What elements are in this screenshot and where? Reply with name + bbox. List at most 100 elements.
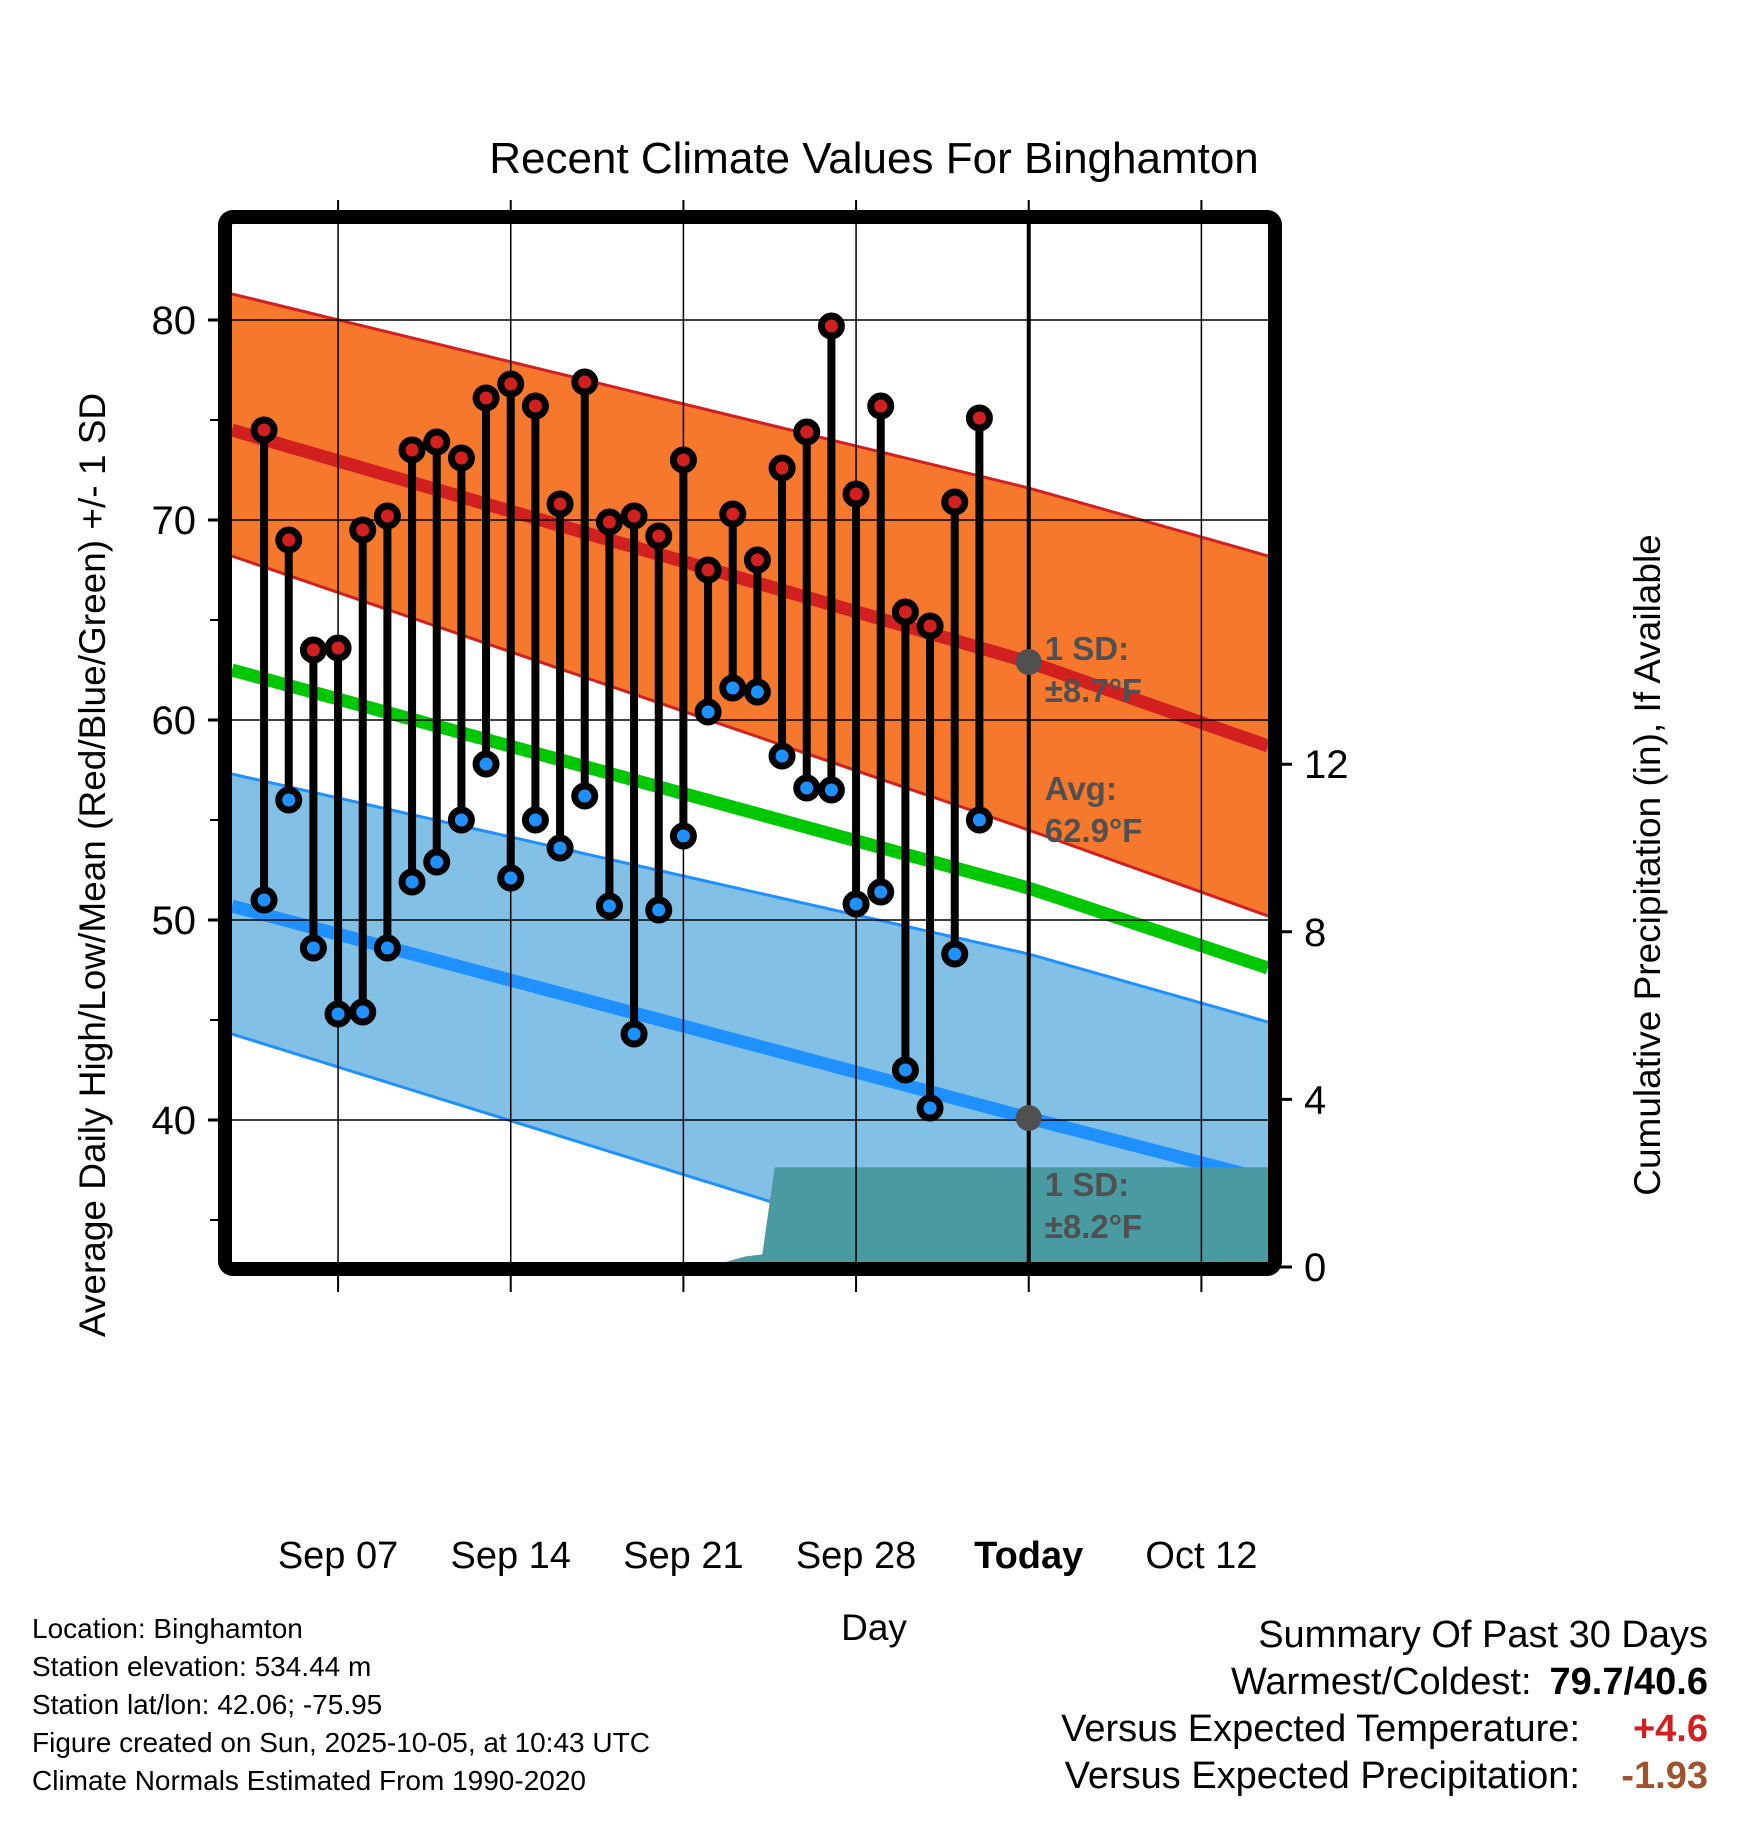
y-tick-label: 60 xyxy=(152,699,197,743)
y-tick-label: 80 xyxy=(152,299,197,343)
low-avg-label: Avg: xyxy=(1045,1306,1117,1343)
high-point xyxy=(373,502,401,530)
high-point xyxy=(447,444,475,472)
high-point xyxy=(694,556,722,584)
low-point xyxy=(250,886,278,914)
low-sd-band-upper-edge xyxy=(232,772,1268,1024)
low-point xyxy=(472,750,500,778)
low-point xyxy=(645,896,673,924)
precip-area xyxy=(725,1167,1268,1262)
low-point xyxy=(546,834,574,862)
low-point xyxy=(275,786,303,814)
temp-label: Versus Expected Temperature: xyxy=(1061,1708,1580,1750)
high-point xyxy=(891,598,919,626)
low-point xyxy=(620,1020,648,1048)
plot-frame xyxy=(218,210,1282,1276)
today-avg-low-marker xyxy=(1015,1105,1042,1131)
station-info: Location: Binghamton Station elevation: … xyxy=(32,1610,650,1800)
y-tick-label: 50 xyxy=(152,899,197,943)
avg-mean-line xyxy=(232,663,1268,975)
elevation-text: Station elevation: 534.44 m xyxy=(32,1651,372,1682)
latlon-text: Station lat/lon: 42.06; -75.95 xyxy=(32,1689,383,1720)
high-point xyxy=(842,480,870,508)
low-point xyxy=(916,1094,944,1122)
high-point xyxy=(916,612,944,640)
low-point xyxy=(324,1000,352,1028)
summary-panel: Summary Of Past 30 Days Warmest/Coldest:… xyxy=(1061,1612,1708,1800)
high-avg-value: 62.9°F xyxy=(1045,812,1143,849)
high-point xyxy=(645,522,673,550)
high-point xyxy=(571,368,599,396)
y2-axis-label: Cumulative Precipitation (in), If Availa… xyxy=(1627,534,1668,1196)
high-point xyxy=(743,546,771,574)
x-tick-label: Sep 28 xyxy=(796,1535,916,1577)
high-point xyxy=(324,634,352,662)
x-tick-label: Sep 14 xyxy=(451,1535,571,1577)
summary-warmest-row: Warmest/Coldest: 79.7/40.6 xyxy=(1061,1659,1708,1706)
low-point xyxy=(891,1056,919,1084)
high-point xyxy=(965,404,993,432)
low-point xyxy=(349,998,377,1026)
high-point xyxy=(497,370,525,398)
low-point xyxy=(571,782,599,810)
low-point xyxy=(817,776,845,804)
high-sd-value: ±8.7°F xyxy=(1045,672,1142,709)
today-avg-high-marker xyxy=(1015,649,1042,675)
high-avg-label: Avg: xyxy=(1045,770,1117,807)
high-point xyxy=(620,502,648,530)
low-point xyxy=(521,806,549,834)
y-axis-label: Average Daily High/Low/Mean (Red/Blue/Gr… xyxy=(72,393,113,1337)
low-sd-band xyxy=(232,774,1268,1262)
high-sd-band xyxy=(232,294,1268,916)
high-point xyxy=(768,454,796,482)
window-days-unit: Days xyxy=(1045,1422,1124,1459)
summary-title-text: Summary Of Past 30 Days xyxy=(1258,1614,1708,1656)
created-text: Figure created on Sun, 2025-10-05, at 10… xyxy=(32,1727,650,1758)
plot-area xyxy=(232,292,1268,1262)
high-sd-band-lower-edge xyxy=(232,554,1268,918)
low-point xyxy=(595,892,623,920)
x-tick-label: Today xyxy=(974,1535,1083,1577)
high-point xyxy=(472,384,500,412)
high-point xyxy=(941,488,969,516)
low-point xyxy=(941,940,969,968)
low-point xyxy=(398,868,426,896)
high-point xyxy=(817,312,845,340)
high-point xyxy=(349,516,377,544)
high-point xyxy=(669,446,697,474)
high-point xyxy=(250,416,278,444)
high-point xyxy=(423,428,451,456)
low-point xyxy=(497,864,525,892)
precip-label: Versus Expected Precipitation: xyxy=(1064,1755,1580,1797)
location-text: Location: Binghamton xyxy=(32,1613,303,1644)
summary-precip-row: Versus Expected Precipitation: -1.93 xyxy=(1061,1753,1708,1800)
low-point xyxy=(719,674,747,702)
avg-low-line xyxy=(232,899,1268,1187)
avg-high-line xyxy=(232,423,1268,753)
summary-temp-row: Versus Expected Temperature: +4.6 xyxy=(1061,1706,1708,1753)
low-point xyxy=(743,678,771,706)
high-point xyxy=(521,392,549,420)
high-point xyxy=(275,526,303,554)
y2-tick-label: 0 xyxy=(1304,1246,1326,1290)
low-point xyxy=(373,934,401,962)
low-point xyxy=(842,890,870,918)
y-tick-label: 70 xyxy=(152,499,197,543)
high-sd-band-upper-edge xyxy=(232,292,1268,558)
data-marks: 1 SD: ±8.7°F Avg: 62.9°F 1 SD: ±8.2°F Avg: 40.1… xyxy=(250,312,1143,1459)
low-sd-value: ±8.2°F xyxy=(1045,1208,1142,1245)
low-point xyxy=(793,774,821,802)
window-days-number: 30 xyxy=(1045,1380,1082,1417)
warmest-value: 79.7/40.6 xyxy=(1549,1661,1708,1703)
low-point xyxy=(299,934,327,962)
low-point xyxy=(423,848,451,876)
y2-tick-label: 8 xyxy=(1304,911,1326,955)
high-point xyxy=(793,418,821,446)
high-point xyxy=(299,636,327,664)
low-point xyxy=(669,822,697,850)
low-point xyxy=(867,878,895,906)
x-tick-label: Sep 07 xyxy=(278,1535,398,1577)
low-point xyxy=(694,698,722,726)
low-point xyxy=(447,806,475,834)
